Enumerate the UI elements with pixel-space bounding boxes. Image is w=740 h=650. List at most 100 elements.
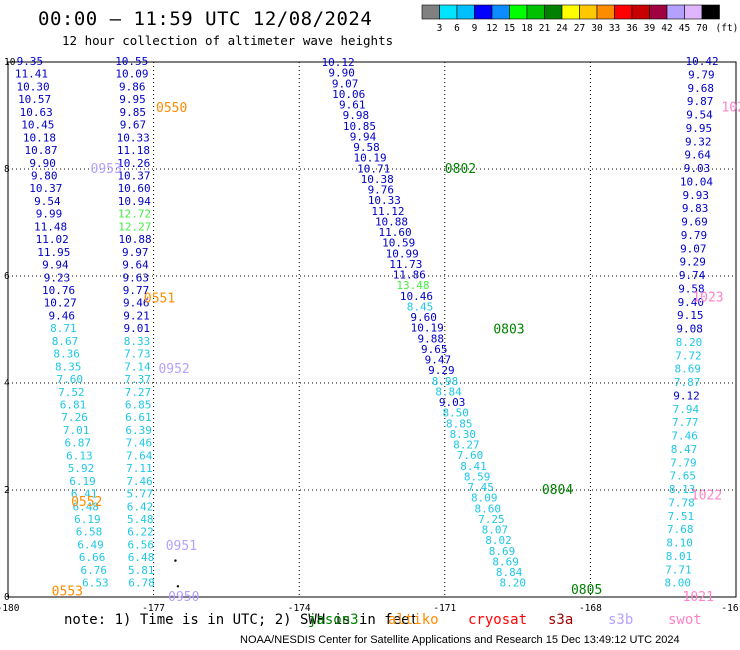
- pass-time-label: 0803: [493, 323, 524, 338]
- swh-value-label: 7.78: [668, 496, 695, 509]
- swh-value-label: 9.60: [410, 311, 437, 324]
- swh-value-label: 10.37: [29, 182, 62, 195]
- swh-value-label: 8.00: [665, 577, 692, 590]
- colorbar-tick-label: 9: [472, 23, 478, 34]
- swh-value-label: 7.37: [124, 373, 151, 386]
- colorbar-swatch: [526, 4, 545, 20]
- swh-value-label: 9.77: [123, 284, 150, 297]
- swh-value-label: 8.69: [489, 545, 516, 558]
- swh-value-label: 8.71: [50, 322, 77, 335]
- colorbar-swatch: [684, 4, 703, 20]
- swh-value-label: 5.92: [68, 462, 95, 475]
- swh-value-label: 11.86: [393, 269, 426, 282]
- swh-value-label: 6.22: [127, 526, 154, 539]
- swh-value-label: 10.57: [18, 93, 51, 106]
- pass-time-label: 1023: [692, 290, 723, 305]
- swh-value-label: 11.73: [389, 258, 422, 271]
- y-tick-label: 4: [4, 378, 10, 389]
- colorbar-tick-label: 27: [574, 23, 585, 34]
- swh-value-label: 7.87: [674, 376, 701, 389]
- colorbar-swatch: [421, 4, 440, 20]
- swh-value-label: 8.33: [124, 335, 151, 348]
- swh-value-label: 8.20: [676, 336, 703, 349]
- swh-value-label: 6.85: [125, 399, 152, 412]
- pass-time-label: 1022: [691, 488, 722, 503]
- swh-value-label: 8.47: [671, 443, 698, 456]
- swh-value-label: 10.99: [386, 247, 419, 260]
- swh-value-label: 6.19: [69, 475, 96, 488]
- colorbar-swatch: [701, 4, 720, 20]
- swh-value-label: 10.33: [368, 194, 401, 207]
- swh-value-label: 6.48: [128, 551, 155, 564]
- swh-value-label: 9.64: [684, 149, 711, 162]
- x-tick-label: -177: [142, 603, 165, 614]
- legend-item-jason3: jason3: [308, 612, 359, 628]
- swh-value-label: 8.84: [435, 385, 462, 398]
- swh-value-label: 12.27: [118, 220, 151, 233]
- legend-item-altiko: altiko: [388, 612, 439, 628]
- swh-value-label: 9.97: [122, 246, 149, 259]
- x-tick-label: -16: [721, 603, 738, 614]
- swh-value-label: 8.69: [492, 555, 519, 568]
- swh-value-label: 9.88: [417, 332, 444, 345]
- colorbar-swatch: [491, 4, 510, 20]
- swh-value-label: 10.60: [118, 182, 151, 195]
- colorbar-tick-label: 24: [556, 23, 568, 34]
- colorbar-swatch: [631, 4, 650, 20]
- legend-item-cryosat: cryosat: [468, 612, 528, 628]
- swh-value-label: 9.94: [42, 259, 69, 272]
- colorbar-tick-label: 6: [454, 23, 460, 34]
- legend-item-s3b: s3b: [608, 612, 634, 628]
- swh-value-label: 9.46: [49, 309, 76, 322]
- colorbar-tick-label: 18: [521, 23, 533, 34]
- swh-value-label: 9.07: [332, 77, 359, 90]
- swh-value-label: 6.42: [127, 500, 154, 513]
- swh-value-label: 9.98: [343, 109, 370, 122]
- swh-value-label: 9.23: [44, 271, 71, 284]
- swh-value-label: 9.63: [123, 271, 150, 284]
- swh-value-label: 9.79: [688, 68, 715, 81]
- satellite-tracks: 9.3511.4110.3010.5710.6310.4510.1810.879…: [15, 55, 719, 590]
- page-title: 00:00 – 11:59 UTC 12/08/2024: [38, 8, 373, 30]
- swh-value-label: 10.88: [375, 215, 408, 228]
- swh-value-label: 11.02: [36, 233, 69, 246]
- swh-value-label: 8.45: [407, 300, 434, 313]
- swh-value-label: 8.27: [453, 439, 480, 452]
- swh-value-label: 9.21: [123, 309, 150, 322]
- swh-value-label: 6.13: [66, 449, 93, 462]
- swh-value-label: 9.15: [677, 309, 704, 322]
- swh-value-label: 9.68: [688, 82, 715, 95]
- pass-time-label: 0952: [158, 362, 189, 377]
- colorbar-unit: (ft): [716, 23, 739, 34]
- swh-value-label: 9.83: [682, 202, 709, 215]
- swh-value-label: 6.78: [128, 577, 155, 590]
- swh-value-label: 9.58: [678, 282, 705, 295]
- pass-time-label: 0550: [156, 101, 187, 116]
- swh-value-label: 8.41: [460, 460, 487, 473]
- x-tick-label: -174: [288, 603, 311, 614]
- swh-value-label: 9.95: [686, 122, 713, 135]
- colorbar-tick-label: 21: [539, 23, 551, 34]
- swh-value-label: 6.58: [76, 526, 103, 539]
- colorbar-tick-label: 39: [644, 23, 656, 34]
- pass-time-label: 102: [721, 100, 740, 115]
- colorbar-tick-label: 12: [486, 23, 497, 34]
- swh-value-label: 10.46: [400, 290, 433, 303]
- swh-value-label: 9.03: [684, 162, 711, 175]
- swh-value-label: 7.94: [673, 403, 700, 416]
- swh-value-label: 9.54: [686, 109, 713, 122]
- legend-item-s3a: s3a: [548, 612, 574, 628]
- swh-value-label: 10.18: [23, 131, 56, 144]
- swh-value-label: 8.85: [446, 417, 473, 430]
- swh-value-label: 9.99: [36, 208, 63, 221]
- swh-value-label: 6.53: [82, 577, 109, 590]
- colorbar-swatch: [474, 4, 493, 20]
- swh-value-label: 9.54: [34, 195, 61, 208]
- observation-dot: [176, 585, 180, 588]
- pass-time-labels: 0550 0953 0551 0952 0552 0951 0553 0950 0802 0803…: [52, 100, 740, 605]
- swh-value-label: 10.19: [411, 322, 444, 335]
- swh-value-label: 9.85: [119, 106, 146, 119]
- swh-value-label: 7.46: [126, 437, 153, 450]
- swh-value-label: 11.60: [379, 226, 412, 239]
